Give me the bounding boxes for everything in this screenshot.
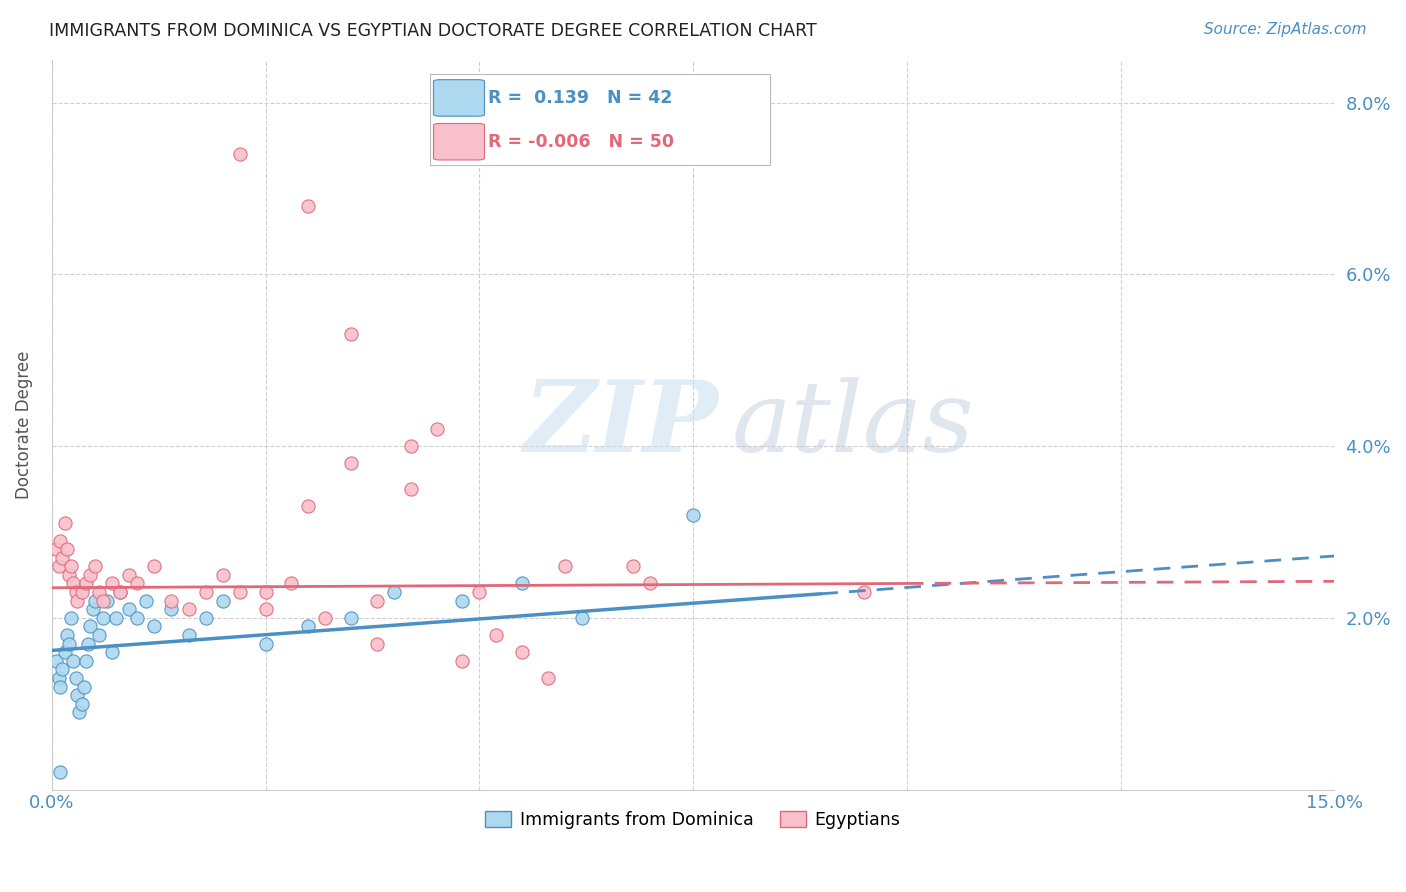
Point <box>70 697 93 711</box>
Point <box>56 542 79 557</box>
Point <box>399 439 422 453</box>
Point <box>638 576 661 591</box>
Point <box>56 628 79 642</box>
Point <box>211 593 233 607</box>
Point <box>59 611 82 625</box>
Point <box>537 671 560 685</box>
Point <box>53 516 76 531</box>
Point <box>66 688 89 702</box>
Point <box>49 765 72 780</box>
Point <box>53 645 76 659</box>
Point <box>91 611 114 625</box>
Point <box>571 611 593 625</box>
Point <box>118 602 141 616</box>
Point <box>100 576 122 591</box>
Point <box>160 593 183 607</box>
Point <box>340 611 363 625</box>
Point <box>58 567 80 582</box>
Point <box>211 567 233 582</box>
Point <box>160 602 183 616</box>
Text: IMMIGRANTS FROM DOMINICA VS EGYPTIAN DOCTORATE DEGREE CORRELATION CHART: IMMIGRANTS FROM DOMINICA VS EGYPTIAN DOC… <box>49 22 817 40</box>
Point <box>96 593 118 607</box>
Legend: Immigrants from Dominica, Egyptians: Immigrants from Dominica, Egyptians <box>478 804 907 836</box>
Point <box>79 619 101 633</box>
Point <box>65 585 87 599</box>
Point <box>621 559 644 574</box>
Point <box>79 567 101 582</box>
Point <box>485 628 508 642</box>
Point <box>62 654 84 668</box>
Point <box>143 559 166 574</box>
Point <box>65 671 87 685</box>
Point <box>45 542 67 557</box>
Point <box>554 559 576 574</box>
Point <box>425 422 447 436</box>
Point <box>366 593 388 607</box>
Point <box>87 585 110 599</box>
Point <box>254 585 277 599</box>
Point <box>75 576 97 591</box>
Point <box>297 619 319 633</box>
Y-axis label: Doctorate Degree: Doctorate Degree <box>15 351 32 499</box>
Point <box>682 508 704 522</box>
Point <box>83 593 105 607</box>
Point <box>229 147 252 161</box>
Point <box>59 559 82 574</box>
Point <box>314 611 336 625</box>
Point <box>87 628 110 642</box>
Point <box>297 499 319 513</box>
Point <box>143 619 166 633</box>
Point <box>75 654 97 668</box>
Point <box>254 602 277 616</box>
Point <box>82 602 104 616</box>
Point <box>83 559 105 574</box>
Point <box>62 576 84 591</box>
Text: Source: ZipAtlas.com: Source: ZipAtlas.com <box>1204 22 1367 37</box>
Point <box>108 585 131 599</box>
Point <box>280 576 302 591</box>
Point <box>468 585 491 599</box>
Point <box>451 593 474 607</box>
Point <box>853 585 876 599</box>
Point <box>108 585 131 599</box>
Point <box>194 585 217 599</box>
Point <box>297 198 319 212</box>
Point <box>67 706 90 720</box>
Point <box>135 593 157 607</box>
Point <box>340 456 363 470</box>
Point <box>254 636 277 650</box>
Point <box>194 611 217 625</box>
Point <box>51 662 73 676</box>
Point <box>127 611 149 625</box>
Point <box>399 482 422 496</box>
Point <box>73 680 96 694</box>
Point <box>49 680 72 694</box>
Point <box>118 567 141 582</box>
Point <box>382 585 405 599</box>
Point <box>66 593 89 607</box>
Point <box>340 327 363 342</box>
Point <box>366 636 388 650</box>
Point <box>510 576 533 591</box>
Point <box>70 585 93 599</box>
Point <box>49 533 72 548</box>
Point <box>177 628 200 642</box>
Text: atlas: atlas <box>731 377 974 472</box>
Point <box>510 645 533 659</box>
Point <box>48 559 70 574</box>
Point <box>48 671 70 685</box>
Point <box>177 602 200 616</box>
Point <box>104 611 127 625</box>
Point <box>229 585 252 599</box>
Point <box>127 576 149 591</box>
Point <box>451 654 474 668</box>
Point <box>51 550 73 565</box>
Text: ZIP: ZIP <box>523 376 718 473</box>
Point <box>45 654 67 668</box>
Point <box>100 645 122 659</box>
Point <box>91 593 114 607</box>
Point <box>76 636 98 650</box>
Point <box>58 636 80 650</box>
